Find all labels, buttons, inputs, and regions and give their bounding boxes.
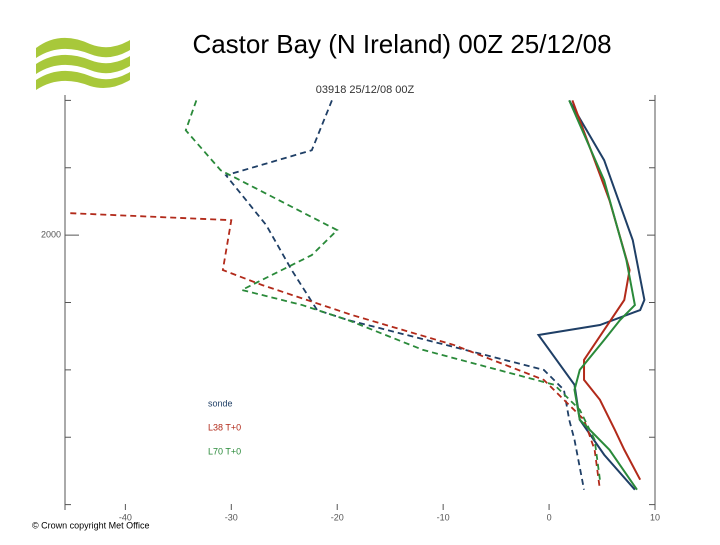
y-tick-label: 2000	[41, 230, 61, 240]
subtitle: 03918 25/12/08 00Z	[316, 84, 415, 96]
x-tick-label: 0	[547, 512, 552, 522]
x-tick-label: 10	[650, 512, 660, 522]
x-tick-label: -20	[331, 512, 344, 522]
profile-line	[224, 100, 585, 490]
title: Castor Bay (N Ireland) 00Z 25/12/08	[192, 29, 611, 59]
legend-entry: L38 T+0	[208, 422, 241, 432]
x-tick-label: -10	[437, 512, 450, 522]
logo	[36, 37, 130, 90]
profile-line	[70, 212, 601, 490]
legend-entry: L70 T+0	[208, 446, 241, 456]
x-tick-label: -30	[225, 512, 238, 522]
legend-entry: sonde	[208, 398, 233, 408]
profile-line	[184, 100, 601, 480]
copyright: © Crown copyright Met Office	[32, 520, 150, 530]
x-tick-label: -40	[119, 512, 132, 522]
